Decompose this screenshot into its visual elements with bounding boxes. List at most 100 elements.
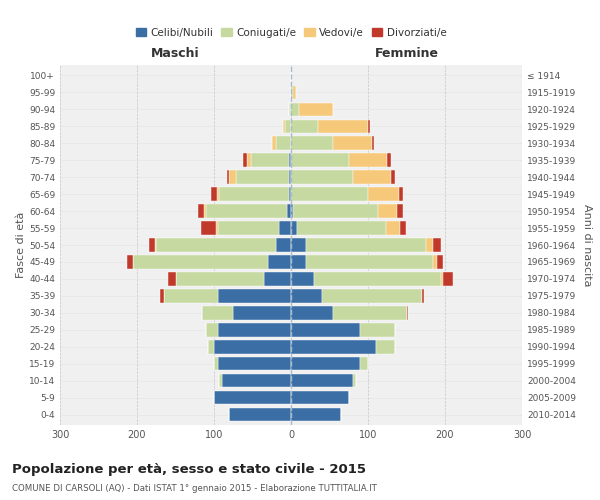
Y-axis label: Fasce di età: Fasce di età <box>16 212 26 278</box>
Bar <box>397 204 403 218</box>
Bar <box>233 306 291 320</box>
Bar <box>285 120 291 133</box>
Bar <box>217 188 220 200</box>
Bar <box>400 222 406 234</box>
Bar <box>291 170 353 183</box>
Bar <box>334 136 372 149</box>
Bar <box>433 238 441 252</box>
Bar <box>289 102 291 116</box>
Bar <box>243 154 247 166</box>
Bar <box>201 222 217 234</box>
Bar <box>443 272 453 285</box>
Bar <box>422 290 424 302</box>
Bar <box>222 374 291 388</box>
Bar <box>307 238 426 252</box>
Bar <box>291 391 349 404</box>
Bar <box>227 170 229 183</box>
Bar <box>214 357 218 370</box>
Bar <box>291 374 353 388</box>
Bar <box>202 306 233 320</box>
Bar <box>426 238 433 252</box>
Bar <box>307 256 433 268</box>
Bar <box>164 290 218 302</box>
Bar <box>206 324 218 336</box>
Bar <box>127 256 133 268</box>
Bar <box>218 357 291 370</box>
Bar <box>368 188 399 200</box>
Bar <box>299 102 334 116</box>
Text: Femmine: Femmine <box>374 47 439 60</box>
Bar <box>220 374 222 388</box>
Bar <box>378 204 397 218</box>
Bar <box>247 154 251 166</box>
Bar <box>291 408 341 422</box>
Bar <box>287 204 291 218</box>
Bar <box>291 306 334 320</box>
Bar <box>322 290 422 302</box>
Bar <box>155 238 156 252</box>
Bar <box>218 324 291 336</box>
Bar <box>268 256 291 268</box>
Bar <box>437 256 443 268</box>
Bar <box>206 204 287 218</box>
Bar <box>289 188 291 200</box>
Bar <box>372 136 374 149</box>
Bar <box>289 154 291 166</box>
Bar <box>293 204 378 218</box>
Bar <box>133 256 268 268</box>
Bar <box>160 290 164 302</box>
Bar <box>214 391 291 404</box>
Bar <box>291 340 376 353</box>
Bar <box>217 222 218 234</box>
Bar <box>283 120 285 133</box>
Bar <box>293 86 296 99</box>
Bar <box>220 188 289 200</box>
Bar <box>168 272 176 285</box>
Bar <box>251 154 289 166</box>
Bar <box>275 136 291 149</box>
Bar <box>387 154 391 166</box>
Bar <box>291 357 360 370</box>
Bar <box>229 408 291 422</box>
Y-axis label: Anni di nascita: Anni di nascita <box>581 204 592 286</box>
Bar <box>291 204 293 218</box>
Bar <box>291 188 368 200</box>
Bar <box>291 222 297 234</box>
Text: COMUNE DI CARSOLI (AQ) - Dati ISTAT 1° gennaio 2015 - Elaborazione TUTTITALIA.IT: COMUNE DI CARSOLI (AQ) - Dati ISTAT 1° g… <box>12 484 377 493</box>
Bar <box>318 120 368 133</box>
Bar <box>291 290 322 302</box>
Bar <box>289 170 291 183</box>
Bar <box>349 154 387 166</box>
Bar <box>360 357 368 370</box>
Bar <box>291 324 360 336</box>
Bar <box>386 222 400 234</box>
Bar <box>218 222 280 234</box>
Bar <box>407 306 408 320</box>
Bar <box>291 136 334 149</box>
Bar <box>198 204 204 218</box>
Bar <box>353 170 391 183</box>
Bar <box>264 272 291 285</box>
Bar <box>291 256 307 268</box>
Bar <box>176 272 264 285</box>
Bar <box>211 188 217 200</box>
Bar <box>229 170 236 183</box>
Bar <box>291 86 293 99</box>
Bar <box>291 102 299 116</box>
Text: Maschi: Maschi <box>151 47 200 60</box>
Bar <box>368 120 370 133</box>
Bar <box>218 290 291 302</box>
Bar <box>291 272 314 285</box>
Bar <box>297 222 386 234</box>
Bar <box>214 340 291 353</box>
Bar <box>376 340 395 353</box>
Bar <box>291 238 307 252</box>
Bar <box>280 222 291 234</box>
Bar <box>291 120 318 133</box>
Bar <box>360 324 395 336</box>
Bar <box>204 204 206 218</box>
Bar <box>272 136 275 149</box>
Text: Popolazione per età, sesso e stato civile - 2015: Popolazione per età, sesso e stato civil… <box>12 462 366 475</box>
Bar <box>149 238 155 252</box>
Bar <box>441 272 443 285</box>
